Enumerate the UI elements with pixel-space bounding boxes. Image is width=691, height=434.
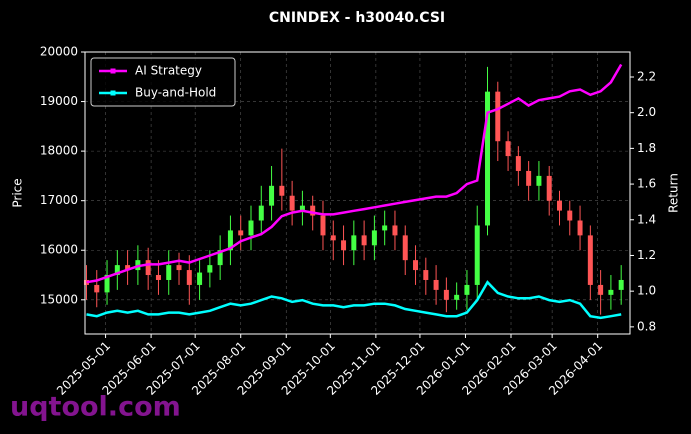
y-tick-label: 16000	[40, 243, 78, 257]
candle-body	[248, 220, 254, 236]
candle-body	[176, 265, 182, 271]
candle-body	[382, 225, 388, 231]
y-tick-label: 19000	[40, 94, 78, 108]
candle-body	[104, 275, 110, 293]
candle-body	[361, 235, 367, 246]
candle-body	[351, 235, 357, 251]
y2-axis-label: Return	[667, 173, 681, 213]
candle-body	[269, 185, 275, 206]
y2-tick-label: 1.4	[637, 212, 656, 226]
chart-title: CNINDEX - h30040.CSI	[269, 10, 445, 26]
candle-body	[618, 279, 624, 290]
candle-body	[320, 215, 326, 236]
y-tick-label: 20000	[40, 45, 78, 59]
watermark: uqtool.com	[10, 392, 181, 423]
candle-body	[536, 175, 542, 186]
candle-body	[526, 170, 532, 186]
candle-body	[289, 195, 295, 211]
return-line	[86, 280, 622, 320]
candle-body	[207, 265, 213, 273]
candle-body	[443, 289, 449, 300]
y-axis-label: Price	[11, 178, 25, 207]
candle-body	[310, 205, 316, 216]
candle-body	[464, 284, 470, 295]
candle-body	[371, 230, 377, 246]
candles	[83, 66, 624, 315]
y2-tick-label: 1.2	[637, 248, 656, 262]
y-tick-label: 17000	[40, 193, 78, 207]
candle-body	[145, 260, 151, 276]
candle-body	[598, 284, 604, 295]
candle-body	[217, 250, 223, 266]
return-line	[86, 63, 623, 284]
candle-body	[227, 230, 233, 251]
candle-body	[556, 200, 562, 211]
legend-marker	[110, 68, 116, 74]
candle-body	[392, 225, 398, 236]
legend-label: AI Strategy	[135, 64, 202, 78]
candle-body	[279, 185, 285, 196]
legend-label: Buy-and-Hold	[135, 86, 216, 100]
candle-body	[485, 91, 491, 226]
candle-body	[402, 235, 408, 261]
candle-body	[197, 272, 203, 285]
candle-body	[299, 205, 305, 211]
candle-body	[166, 265, 172, 280]
y-tick-label: 15000	[40, 292, 78, 306]
candle-body	[186, 270, 192, 285]
candle-body	[94, 284, 100, 293]
candle-body	[155, 275, 161, 280]
candle-body	[125, 265, 131, 271]
y2-tick-label: 1.6	[637, 177, 656, 191]
candle-body	[546, 175, 552, 201]
candle-body	[608, 289, 614, 295]
legend-marker	[110, 90, 116, 96]
candle-body	[495, 91, 501, 142]
y2-tick-label: 1.8	[637, 141, 656, 155]
candle-body	[423, 270, 429, 280]
candle-body	[433, 279, 439, 290]
candle-body	[238, 230, 244, 236]
candle-body	[567, 210, 573, 221]
y2-tick-label: 2.0	[637, 105, 656, 119]
candle-body	[413, 260, 419, 271]
candle-body	[114, 265, 120, 276]
candle-body	[330, 235, 336, 241]
candle-body	[577, 220, 583, 236]
y2-tick-label: 2.2	[637, 69, 656, 83]
plot-frame	[84, 51, 631, 335]
candle-body	[341, 240, 347, 251]
candle-body	[474, 225, 480, 285]
candle-body	[505, 141, 511, 157]
candle-body	[587, 235, 593, 285]
y-tick-label: 18000	[40, 144, 78, 158]
candle-body	[258, 205, 264, 221]
candle-body	[515, 156, 521, 171]
candle-body	[454, 294, 460, 300]
candle-body	[83, 279, 89, 285]
y2-tick-label: 1.0	[637, 284, 656, 298]
y2-tick-label: 0.8	[637, 319, 656, 333]
